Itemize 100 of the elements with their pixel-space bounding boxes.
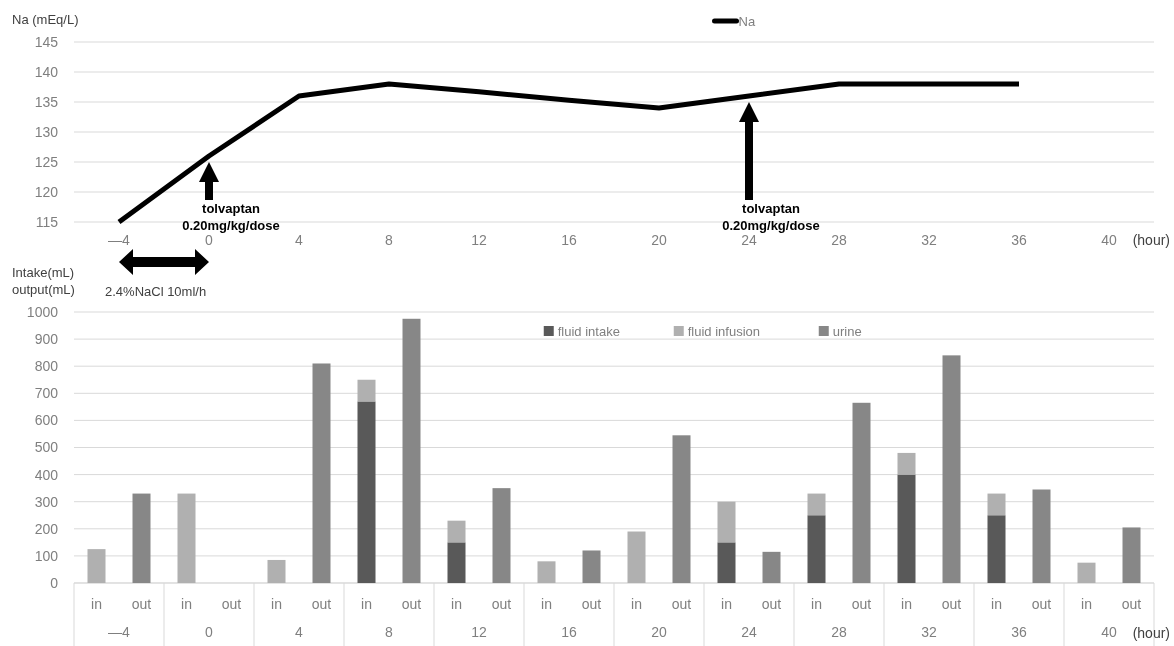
x-tick-label: 28 xyxy=(831,231,847,248)
x-tick-label: 40 xyxy=(1101,231,1117,248)
x-tick-label: in xyxy=(361,595,372,612)
y-tick-label: 145 xyxy=(34,33,59,50)
text: 24 xyxy=(741,623,757,640)
bar xyxy=(987,515,1006,583)
y-tick-label: 120 xyxy=(34,183,59,200)
bar xyxy=(717,501,736,543)
y-tick-label: 200 xyxy=(34,520,59,537)
x-tick-label: out xyxy=(491,595,512,612)
x-tick-label: 32 xyxy=(921,231,937,248)
x-tick-label: in xyxy=(91,595,102,612)
x-tick-label: in xyxy=(631,595,642,612)
bar xyxy=(897,452,916,475)
text: 40 xyxy=(1101,623,1117,640)
text: 32 xyxy=(921,623,937,640)
x-tick-label: in xyxy=(541,595,552,612)
bar xyxy=(807,515,826,583)
text: 28 xyxy=(831,623,847,640)
text: 4 xyxy=(295,623,304,640)
x-tick-label: —4 xyxy=(108,231,131,248)
bar xyxy=(87,549,106,583)
y-tick-label: 500 xyxy=(34,439,59,456)
bar xyxy=(807,493,826,516)
legend-label: urine xyxy=(832,323,862,339)
text: —4 xyxy=(108,623,131,640)
legend-label: fluid infusion xyxy=(687,323,761,339)
x-tick-label: in xyxy=(271,595,282,612)
x-axis-title: (hour) xyxy=(1132,625,1170,641)
legend-label: Na xyxy=(738,13,756,29)
x-axis-title: (hour) xyxy=(1132,232,1170,248)
y-tick-label: 115 xyxy=(35,213,59,230)
annotation: tolvaptan 0.20mg/kg/dose xyxy=(722,201,820,233)
y-tick-label: 140 xyxy=(34,63,59,80)
y-tick-label: 1000 xyxy=(26,303,59,320)
x-tick-label: out xyxy=(1121,595,1142,612)
y-tick-label: 0 xyxy=(50,574,59,591)
x-tick-label: out xyxy=(311,595,332,612)
bar xyxy=(627,531,646,583)
x-tick-label: in xyxy=(181,595,192,612)
text: 20 xyxy=(651,623,667,640)
x-tick-label: out xyxy=(221,595,242,612)
bar xyxy=(897,474,916,583)
text: 12 xyxy=(471,623,487,640)
y-tick-label: 600 xyxy=(34,412,59,429)
x-tick-label: 0 xyxy=(205,231,214,248)
x-tick-label: 4 xyxy=(295,231,304,248)
x-tick-label: out xyxy=(581,595,602,612)
y-tick-label: 125 xyxy=(34,153,59,170)
x-tick-label: 20 xyxy=(651,231,667,248)
y-tick-label: 800 xyxy=(34,358,59,375)
legend-label: fluid intake xyxy=(557,323,620,339)
bar xyxy=(717,542,736,583)
bar xyxy=(762,551,781,583)
x-tick-label: in xyxy=(451,595,462,612)
bar xyxy=(537,561,556,583)
x-tick-label: in xyxy=(991,595,1002,612)
x-tick-label: out xyxy=(1031,595,1052,612)
bar xyxy=(177,493,196,583)
x-tick-label: out xyxy=(941,595,962,612)
x-tick-label: 36 xyxy=(1011,231,1027,248)
bar xyxy=(357,401,376,583)
x-tick-label: 16 xyxy=(561,231,577,248)
bar xyxy=(357,379,376,402)
x-tick-label: in xyxy=(721,595,732,612)
text: 2.4%NaCl 10ml/h xyxy=(105,284,207,299)
bar xyxy=(312,363,331,583)
bar xyxy=(447,542,466,583)
text: 16 xyxy=(561,623,577,640)
x-tick-label: out xyxy=(131,595,152,612)
text: 0 xyxy=(205,623,214,640)
x-tick-label: in xyxy=(901,595,912,612)
text: 36 xyxy=(1011,623,1027,640)
y-tick-label: 300 xyxy=(34,493,59,510)
y-tick-label: 100 xyxy=(34,547,59,564)
bar xyxy=(267,559,286,583)
x-tick-label: out xyxy=(761,595,782,612)
x-tick-label: in xyxy=(811,595,822,612)
bar xyxy=(582,550,601,583)
bar xyxy=(447,520,466,543)
bar xyxy=(672,435,691,583)
bar xyxy=(132,493,151,583)
y-tick-label: 700 xyxy=(34,385,59,402)
bar xyxy=(492,488,511,583)
x-tick-label: out xyxy=(401,595,422,612)
x-tick-label: in xyxy=(1081,595,1092,612)
bar xyxy=(1032,489,1051,583)
y-tick-label: 900 xyxy=(34,331,59,347)
bar xyxy=(1122,527,1141,583)
text: 8 xyxy=(385,623,394,640)
bar xyxy=(402,318,421,583)
x-tick-label: 12 xyxy=(471,231,487,248)
y-axis-title: Intake(mL) output(mL) xyxy=(12,265,75,297)
y-tick-label: 400 xyxy=(34,466,59,483)
annotation: tolvaptan 0.20mg/kg/dose xyxy=(182,201,280,233)
bar xyxy=(1077,562,1096,583)
x-tick-label: 8 xyxy=(385,231,394,248)
bar xyxy=(987,493,1006,516)
x-tick-label: 24 xyxy=(741,231,757,248)
x-tick-label: out xyxy=(671,595,692,612)
